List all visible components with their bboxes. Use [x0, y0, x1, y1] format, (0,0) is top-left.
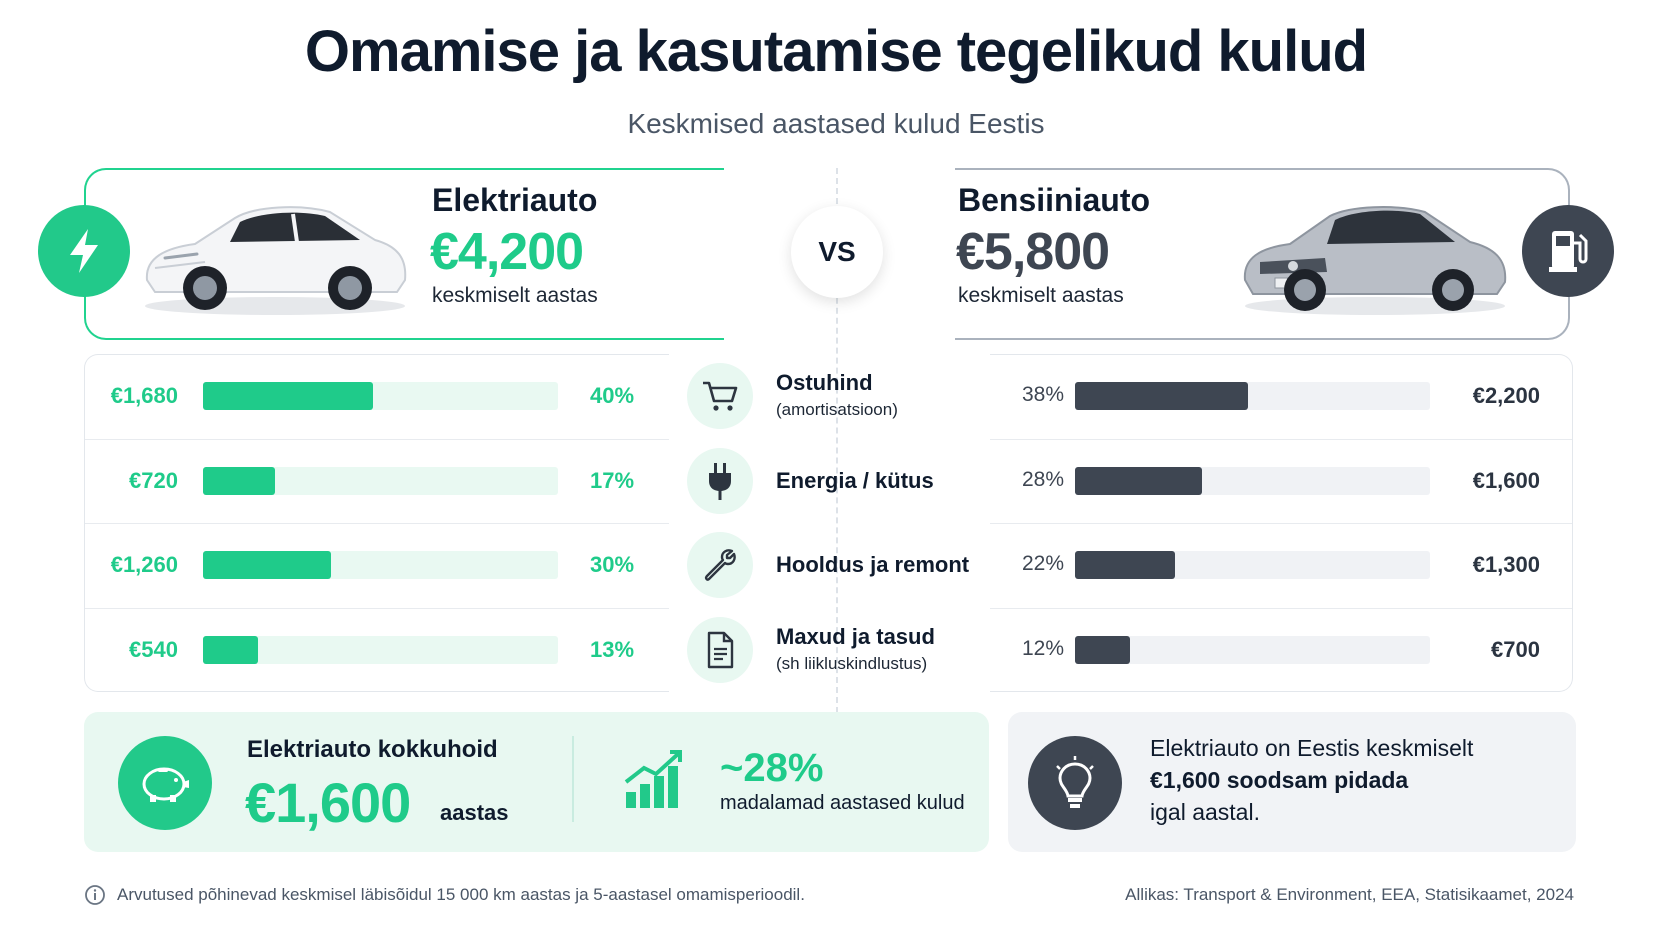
tip-line-2: €1,600 soodsam pidada [1150, 767, 1409, 793]
gas-name: Bensiiniauto [958, 182, 1151, 218]
ev-bar [203, 466, 275, 495]
growth-chart-icon [624, 750, 682, 808]
page-subtitle: Keskmised aastased kulud Eestis [627, 108, 1045, 139]
gas-cost-value: €1,300 [1472, 552, 1540, 578]
gas-row-separator [990, 607, 1572, 609]
gas-share-label: 12% [1022, 636, 1065, 660]
savings-amount: €1,600 [245, 771, 411, 834]
ev-share-label: 40% [590, 383, 635, 409]
lightbulb-icon [1028, 736, 1122, 830]
petrol-car-image [1243, 206, 1507, 315]
ev-cost-value: €540 [129, 636, 178, 662]
savings-panel [84, 712, 989, 852]
savings-divider [572, 736, 574, 822]
ev-row-separator [85, 607, 669, 609]
plug-icon [687, 447, 753, 514]
category-subtitle: (sh liikluskindlustus) [776, 653, 928, 673]
savings-percent-sub: madalamad aastased kulud [720, 792, 965, 814]
savings-percent: ~28% [720, 746, 824, 790]
page-title: Omamise ja kasutamise tegelikud kulud [304, 19, 1368, 84]
gas-row-separator [990, 438, 1572, 440]
document-icon [687, 616, 753, 683]
ev-share-label: 17% [590, 467, 635, 493]
wrench-icon [687, 532, 753, 599]
ev-row-separator [85, 523, 669, 524]
fuel-pump-icon [1522, 205, 1614, 297]
piggy-bank-icon [118, 736, 212, 830]
gas-share-label: 38% [1022, 383, 1065, 407]
gas-row-separator [990, 523, 1572, 524]
gas-cost-value: €700 [1491, 636, 1540, 662]
gas-bar-track [1075, 635, 1430, 664]
ev-cost-value: €720 [129, 467, 178, 493]
gas-cost-value: €2,200 [1472, 383, 1540, 409]
gas-share-label: 28% [1022, 467, 1065, 491]
savings-unit: aastas [440, 800, 509, 825]
gas-bar [1075, 551, 1175, 580]
ev-share-label: 30% [590, 552, 635, 578]
ev-name: Elektriauto [432, 182, 598, 218]
info-icon [85, 885, 105, 905]
electric-car-image [145, 206, 407, 315]
ev-cost-table [84, 354, 669, 692]
category-title: Hooldus ja remont [776, 552, 970, 578]
category-title: Maxud ja tasud [776, 623, 935, 649]
category-title: Ostuhind [776, 370, 873, 396]
shopping-cart-icon [687, 363, 753, 430]
ev-bar [203, 635, 258, 664]
ev-total-sub: keskmiselt aastas [432, 284, 598, 307]
footer-source: Allikas: Transport & Environment, EEA, S… [1125, 885, 1574, 904]
ev-row-separator [85, 438, 669, 440]
ev-share-label: 13% [590, 636, 635, 662]
category-subtitle: (amortisatsioon) [776, 400, 898, 420]
category-title: Energia / kütus [776, 467, 934, 493]
lightning-icon [38, 205, 130, 297]
gas-total-price: €5,800 [956, 223, 1110, 281]
vs-badge: VS [791, 206, 883, 298]
gas-cost-table [990, 354, 1573, 692]
footer-note: Arvutused põhinevad keskmisel läbisõidul… [117, 885, 805, 904]
ev-total-price: €4,200 [430, 223, 584, 281]
gas-bar [1075, 382, 1248, 411]
gas-total-sub: keskmiselt aastas [958, 284, 1124, 307]
tip-line-1: Elektriauto on Eestis keskmiselt [1150, 735, 1474, 761]
ev-cost-value: €1,680 [110, 383, 178, 409]
ev-bar [203, 382, 373, 411]
gas-cost-value: €1,600 [1472, 467, 1540, 493]
savings-label: Elektriauto kokkuhoid [247, 736, 498, 763]
center-divider [836, 168, 838, 713]
gas-share-label: 22% [1022, 552, 1065, 576]
ev-bar [203, 551, 331, 580]
gas-bar [1075, 635, 1130, 664]
ev-bar-track [203, 635, 558, 664]
tip-line-3: igal aastal. [1150, 799, 1260, 825]
ev-cost-value: €1,260 [110, 552, 178, 578]
gas-bar [1075, 466, 1202, 495]
